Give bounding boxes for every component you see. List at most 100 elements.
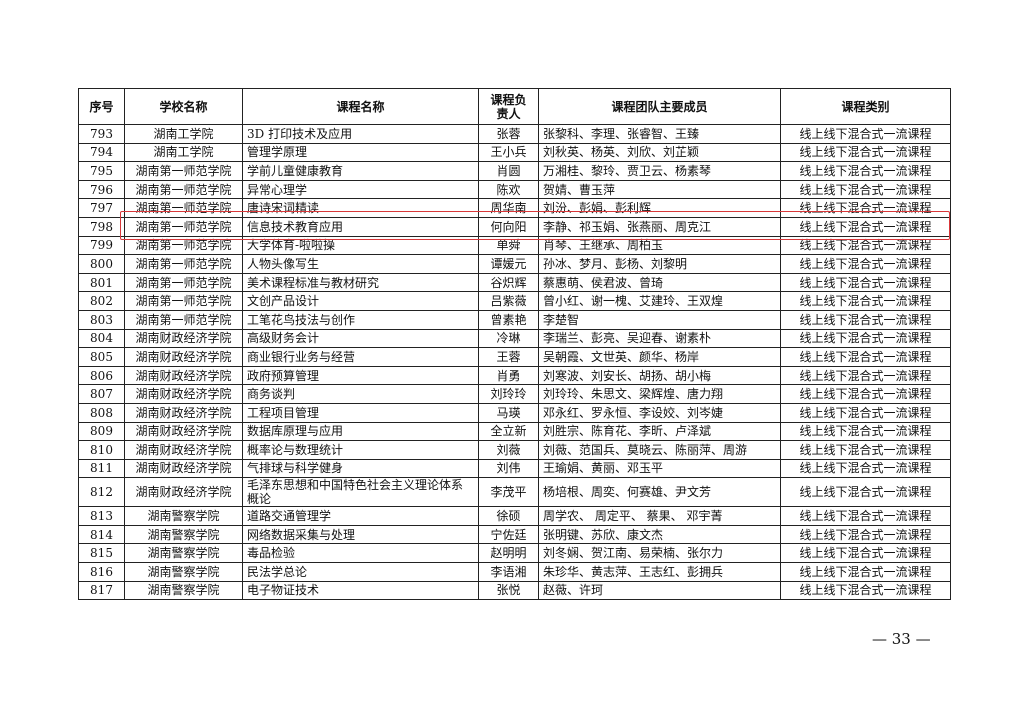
table-cell: 线上线下混合式一流课程 [780,421,951,442]
table-cell: 张悦 [478,580,539,601]
table-cell: 湖南工学院 [124,124,243,144]
table-cell: 795 [78,161,125,181]
table-cell: 何向阳 [478,216,539,237]
table-cell: 刘冬娴、贺江南、易荣楠、张尔力 [538,543,781,564]
table-cell: 朱珍华、黄志萍、王志红、彭拥兵 [538,562,781,582]
table-cell: 谭媛元 [478,254,539,274]
table-cell: 万湘桂、黎玲、贾卫云、杨素琴 [538,161,781,181]
table-row: 802 湖南第一师范学院 文创产品设计 吕紫薇 曾小红、谢一槐、艾建玲、王双煌 线上线下混… [78,291,951,311]
table-cell: 毒品检验 [242,543,479,564]
column-header: 学校名称 [124,88,243,125]
table-row: 798 湖南第一师范学院 信息技术教育应用 何向阳 李静、祁玉娟、张燕丽、周克江 线上线下… [78,216,951,237]
table-cell: 线上线下混合式一流课程 [780,477,951,508]
table-cell: 800 [78,254,125,274]
table-cell: 湖南财政经济学院 [124,440,243,460]
table-row: 814 湖南警察学院 网络数据采集与处理 宁佐廷 张明键、苏欣、康文杰 线上线下混合式一流… [78,524,951,545]
table-row: 805 湖南财政经济学院 商业银行业务与经营 王蓉 吴朝霞、文世英、颜华、杨岸 线上线下混… [78,347,951,367]
table-cell: 湖南第一师范学院 [124,272,243,293]
table-row: 806 湖南财政经济学院 政府预算管理 肖勇 刘寒波、刘安长、胡扬、胡小梅 线上线下混合式… [78,365,951,386]
table-cell: 湖南第一师范学院 [124,309,243,330]
table-row: 803 湖南第一师范学院 工笔花鸟技法与创作 曾素艳 李楚智 线上线下混合式一流课程 [78,309,951,330]
table-row: 816 湖南警察学院 民法学总论 李语湘 朱珍华、黄志萍、王志红、彭拥兵 线上线下混合式一… [78,562,951,582]
table-row: 801 湖南第一师范学院 美术课程标准与教材研究 谷炽辉 蔡惠萌、侯君波、曾琦 线上线下混… [78,272,951,293]
table-cell: 商务谈判 [242,384,479,404]
table-cell: 807 [78,384,125,404]
table-cell: 线上线下混合式一流课程 [780,402,951,423]
table-cell: 湖南财政经济学院 [124,477,243,508]
table-cell: 814 [78,524,125,545]
header-row: 序号 学校名称 课程名称 课程负责人 课程团队主要成员 课程类别 [78,88,951,125]
table-cell: 贺婧、曹玉萍 [538,179,781,200]
table-cell: 张蓉 [478,124,539,144]
table-cell: 刘伟 [478,458,539,479]
table-cell: 刘薇、范国兵、莫晓云、陈丽萍、周游 [538,440,781,460]
table-cell: 线上线下混合式一流课程 [780,562,951,582]
table-cell: 概率论与数理统计 [242,440,479,460]
table-cell: 王瑜娟、黄丽、邓玉平 [538,458,781,479]
table-cell: 周学农、 周定平、 蔡果、 邓宇菁 [538,506,781,526]
table-cell: 线上线下混合式一流课程 [780,198,951,218]
table-cell: 唐诗宋词精读 [242,198,479,218]
table-cell: 政府预算管理 [242,365,479,386]
table-cell: 湖南第一师范学院 [124,198,243,218]
table-cell: 3D 打印技术及应用 [242,124,479,144]
table-cell: 794 [78,142,125,163]
table-cell: 802 [78,291,125,311]
table-cell: 吴朝霞、文世英、颜华、杨岸 [538,347,781,367]
table-cell: 异常心理学 [242,179,479,200]
table-cell: 线上线下混合式一流课程 [780,328,951,349]
column-header: 序号 [78,88,125,125]
table-row: 815 湖南警察学院 毒品检验 赵明明 刘冬娴、贺江南、易荣楠、张尔力 线上线下混合式一流… [78,543,951,564]
table-cell: 线上线下混合式一流课程 [780,142,951,163]
table-cell: 线上线下混合式一流课程 [780,272,951,293]
table-cell: 肖勇 [478,365,539,386]
table-body: 793 湖南工学院 3D 打印技术及应用 张蓉 张黎科、李理、张睿智、王臻 线上线下混合式… [78,124,951,601]
table-cell: 湖南警察学院 [124,580,243,601]
table-cell: 毛泽东思想和中国特色社会主义理论体系概论 [242,477,479,508]
table-cell: 刘薇 [478,440,539,460]
table-cell: 806 [78,365,125,386]
column-header: 课程负责人 [478,88,539,125]
table-cell: 810 [78,440,125,460]
table-cell: 线上线下混合式一流课程 [780,458,951,479]
table-cell: 李语湘 [478,562,539,582]
table-row: 808 湖南财政经济学院 工程项目管理 马瑛 邓永红、罗永恒、李设姣、刘岑婕 线上线下混合… [78,402,951,423]
table-cell: 线上线下混合式一流课程 [780,309,951,330]
table-cell: 813 [78,506,125,526]
table-cell: 谷炽辉 [478,272,539,293]
table-cell: 816 [78,562,125,582]
table-cell: 文创产品设计 [242,291,479,311]
table-cell: 线上线下混合式一流课程 [780,179,951,200]
table-cell: 湖南财政经济学院 [124,402,243,423]
table-cell: 管理学原理 [242,142,479,163]
table-cell: 信息技术教育应用 [242,216,479,237]
table-cell: 王小兵 [478,142,539,163]
table-cell: 815 [78,543,125,564]
table-row: 809 湖南财政经济学院 数据库原理与应用 全立新 刘胜宗、陈育花、李昕、卢泽斌 线上线下… [78,421,951,442]
table-row: 811 湖南财政经济学院 气排球与科学健身 刘伟 王瑜娟、黄丽、邓玉平 线上线下混合式一流… [78,458,951,479]
table-cell: 李茂平 [478,477,539,508]
table-cell: 湖南警察学院 [124,506,243,526]
table-cell: 赵薇、许珂 [538,580,781,601]
table-cell: 线上线下混合式一流课程 [780,384,951,404]
table-cell: 湖南工学院 [124,142,243,163]
table-cell: 李楚智 [538,309,781,330]
table-cell: 宁佐廷 [478,524,539,545]
table-cell: 赵明明 [478,543,539,564]
table-cell: 湖南财政经济学院 [124,421,243,442]
table-row: 793 湖南工学院 3D 打印技术及应用 张蓉 张黎科、李理、张睿智、王臻 线上线下混合式… [78,124,951,144]
table-row: 810 湖南财政经济学院 概率论与数理统计 刘薇 刘薇、范国兵、莫晓云、陈丽萍、周游 线上… [78,440,951,460]
table-cell: 796 [78,179,125,200]
table-cell: 人物头像写生 [242,254,479,274]
table-cell: 线上线下混合式一流课程 [780,235,951,256]
table-cell: 湖南第一师范学院 [124,179,243,200]
table-cell: 线上线下混合式一流课程 [780,440,951,460]
table-row: 794 湖南工学院 管理学原理 王小兵 刘秋英、杨英、刘欣、刘芷颖 线上线下混合式一流课程 [78,142,951,163]
table-cell: 湖南警察学院 [124,562,243,582]
table-cell: 刘寒波、刘安长、胡扬、胡小梅 [538,365,781,386]
table-cell: 812 [78,477,125,508]
table-cell: 周华南 [478,198,539,218]
table-cell: 809 [78,421,125,442]
table-cell: 湖南财政经济学院 [124,458,243,479]
